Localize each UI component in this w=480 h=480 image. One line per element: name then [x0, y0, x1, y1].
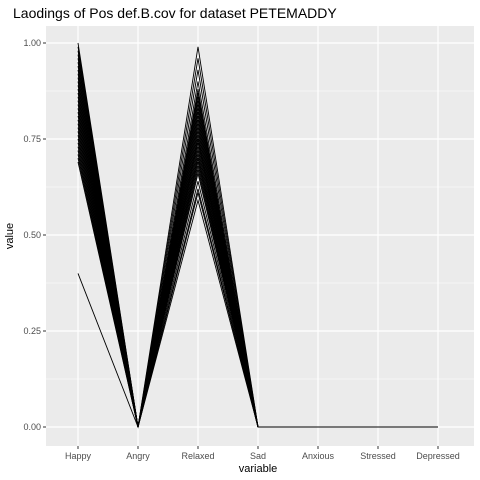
x-tick-label: Angry	[126, 451, 150, 461]
y-axis: 0.00 0.25 0.50 0.75 1.00	[23, 38, 46, 432]
chart-title: Laodings of Pos def.B.cov for dataset PE…	[13, 5, 337, 21]
series-lines	[77, 42, 438, 429]
y-tick-label: 1.00	[23, 38, 41, 48]
x-tick-label: Anxious	[302, 451, 335, 461]
x-axis-label: variable	[239, 463, 278, 475]
series-line	[77, 92, 438, 429]
x-tick-label: Relaxed	[181, 451, 214, 461]
x-tick-label: Happy	[65, 451, 92, 461]
x-tick-label: Stressed	[360, 451, 396, 461]
y-tick-label: 0.75	[23, 134, 41, 144]
plot-panel	[46, 26, 474, 446]
y-tick-label: 0.50	[23, 230, 41, 240]
x-tick-label: Depressed	[416, 451, 460, 461]
y-tick-label: 0.25	[23, 326, 41, 336]
x-axis: Happy Angry Relaxed Sad Anxious Stressed Depre…	[65, 446, 460, 461]
y-tick-label: 0.00	[23, 422, 41, 432]
y-axis-label: value	[4, 223, 16, 249]
x-tick-label: Sad	[250, 451, 266, 461]
